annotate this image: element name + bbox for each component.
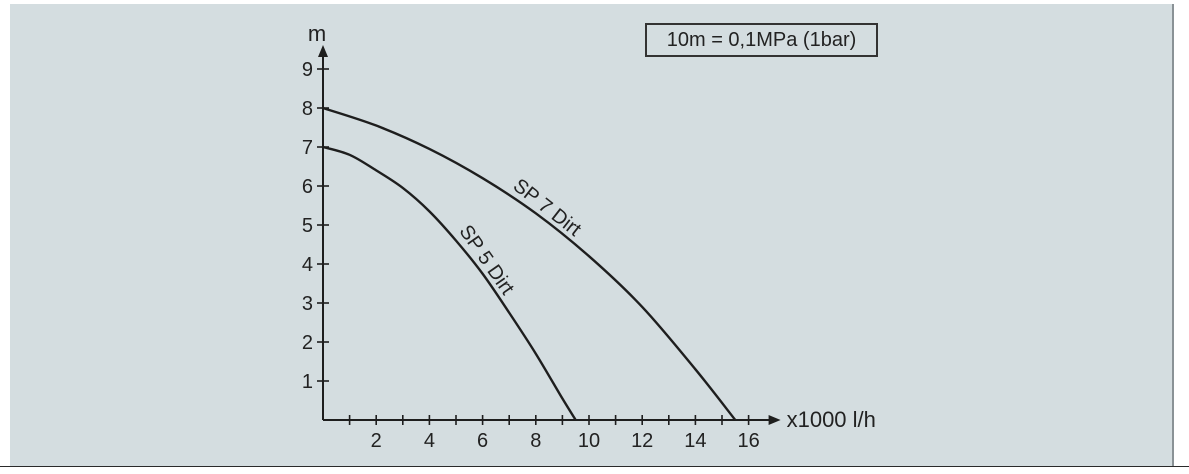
x-tick-label: 4: [424, 430, 435, 452]
y-tick-label: 3: [302, 293, 313, 315]
y-tick-label: 4: [302, 254, 313, 276]
x-tick-label: 10: [578, 430, 600, 452]
x-axis-arrow: [768, 415, 781, 425]
y-tick-label: 5: [302, 215, 313, 237]
sp-5-dirt-label: SP 5 Dirt: [455, 221, 519, 299]
pressure-note: 10m = 0,1MPa (1bar): [645, 23, 878, 57]
chart-panel: [10, 4, 1174, 466]
x-tick-label: 12: [631, 430, 653, 452]
y-tick-label: 2: [302, 332, 313, 354]
sp-7-dirt-curve: [322, 106, 737, 421]
x-tick-label: 2: [371, 430, 382, 452]
y-tick-label: 7: [302, 137, 313, 159]
sp-5-dirt-curve: [322, 145, 577, 421]
y-axis-label: m: [308, 21, 326, 46]
x-tick-label: 14: [684, 430, 706, 452]
y-tick-label: 8: [302, 98, 313, 120]
sp-7-dirt-label: SP 7 Dirt: [509, 175, 586, 242]
y-tick-label: 9: [302, 59, 313, 81]
bottom-rule: [0, 466, 1189, 467]
x-axis-label: x1000 l/h: [787, 407, 876, 432]
x-tick-label: 16: [737, 430, 759, 452]
y-tick-label: 1: [302, 371, 313, 393]
x-tick-label: 6: [477, 430, 488, 452]
y-tick-label: 6: [302, 176, 313, 198]
y-axis-arrow: [318, 45, 328, 57]
x-tick-label: 8: [530, 430, 541, 452]
